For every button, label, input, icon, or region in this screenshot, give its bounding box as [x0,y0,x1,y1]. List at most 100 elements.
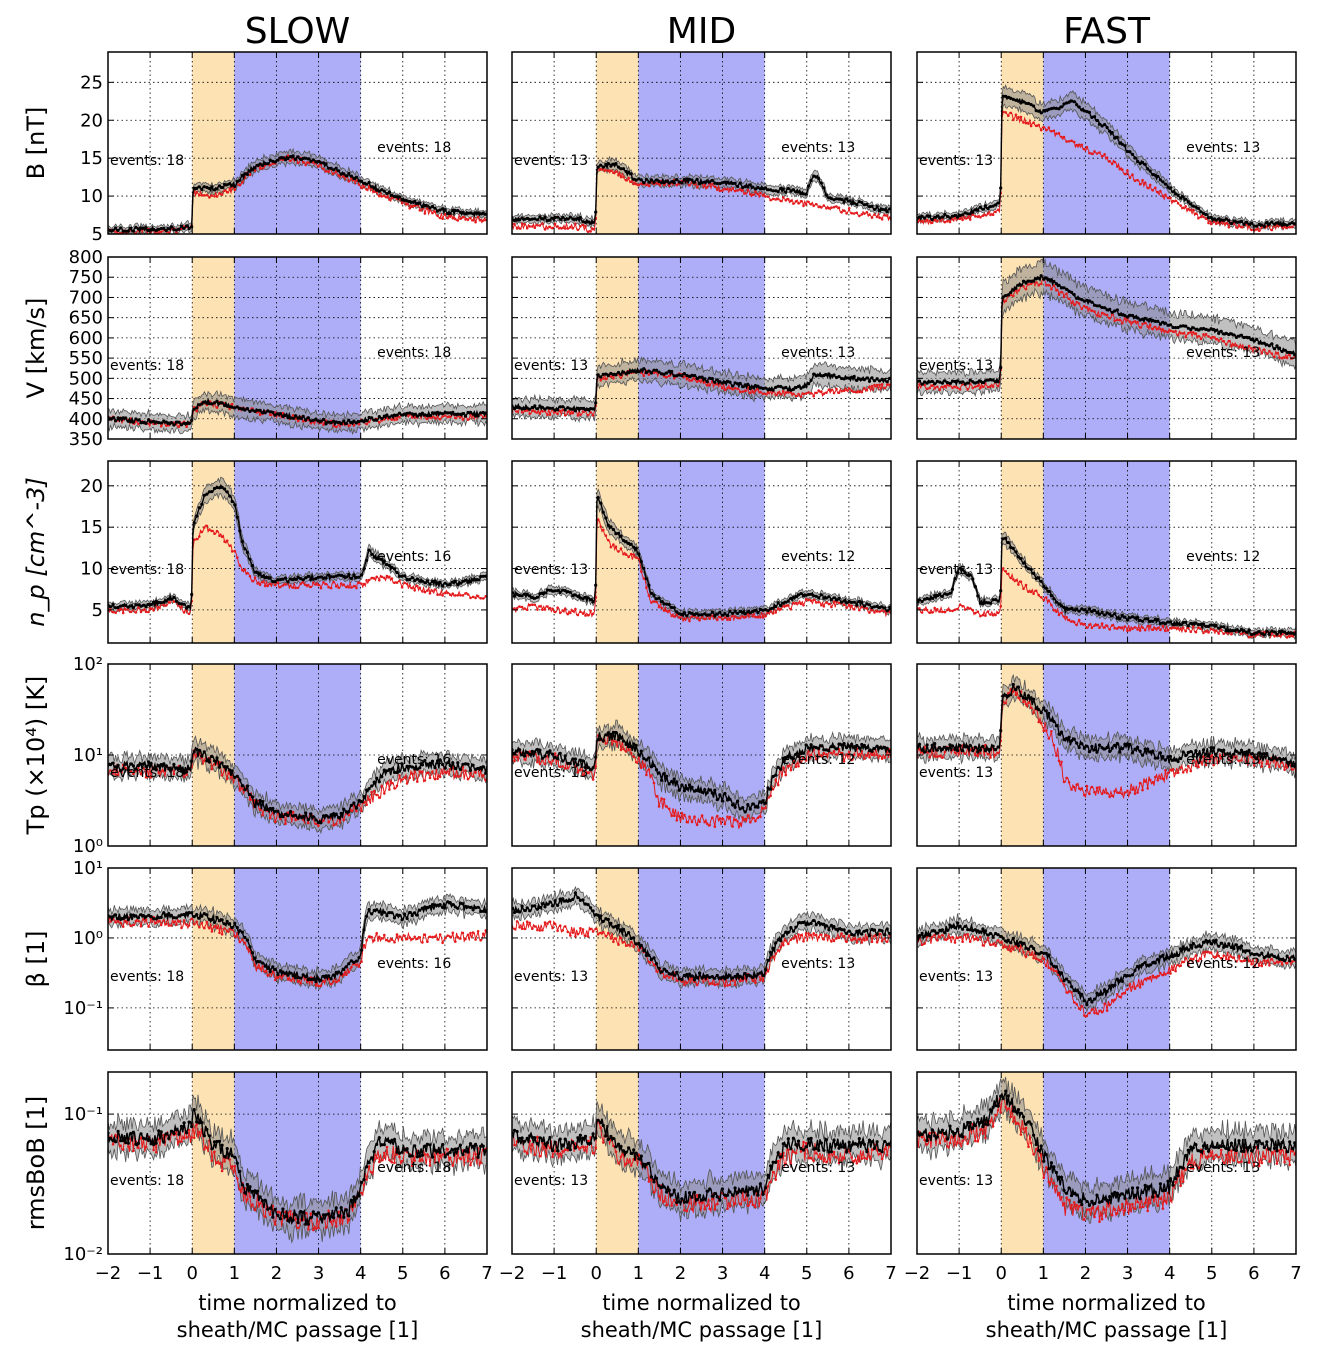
mean-point [675,374,679,378]
mean-point [1006,540,1010,545]
mean-point [474,906,478,910]
median-point [1110,162,1114,166]
mean-point [850,600,854,604]
median-point [317,824,320,828]
mean-point [395,195,399,199]
median-point [642,577,646,580]
mean-point [413,199,417,203]
mean-point [819,593,823,597]
mean-point [994,598,998,602]
median-point [208,196,211,199]
median-point [461,931,465,935]
median-point [1252,346,1256,349]
median-point [718,817,722,820]
mean-series-points [917,536,1296,637]
mean-point [228,922,232,926]
mean-point [1009,546,1013,550]
mean-point [192,915,196,919]
mean-point [243,935,247,940]
mean-point [616,165,621,169]
median-point [459,217,462,220]
median-point [367,935,371,938]
mean-point [545,750,550,754]
mean-point [991,598,995,602]
median-point [779,199,782,203]
median-point [1154,186,1157,190]
mean-point [746,185,750,189]
events-count-right: events: 13 [1186,345,1260,361]
median-point [721,618,724,621]
mean-point [956,379,960,383]
mean-point [479,766,483,770]
median-point [347,180,351,183]
mean-point [543,591,547,595]
median-point [787,604,790,607]
median-point [936,755,939,758]
median-point [604,742,608,745]
mean-point [108,915,113,919]
mean-point [192,407,196,411]
median-point [614,170,618,173]
median-point [289,979,292,982]
y-tick-label: 700 [69,287,103,308]
mean-point [243,172,247,176]
median-point [281,584,285,587]
median-point [652,963,656,967]
median-point [938,610,942,613]
mean-point [1138,749,1142,753]
median-point [1027,701,1030,704]
mean-point [1044,108,1048,112]
mean-point [637,370,641,374]
mean-point [1120,313,1124,317]
median-point [1077,618,1081,622]
mean-point [925,743,929,747]
median-point [708,617,711,620]
median-point [1032,121,1035,124]
median-point [596,933,600,936]
mean-point [215,756,219,760]
mean-point [245,784,249,788]
mean-point [1039,111,1043,115]
median-point [963,752,967,756]
median-point [695,186,699,189]
mean-point [599,914,603,918]
mean-point [370,912,374,916]
median-point [274,583,277,587]
mean-point [1168,186,1173,190]
median-point [792,392,795,396]
median-point [837,601,841,605]
mean-point [418,579,422,583]
median-point [365,188,368,191]
median-point [1029,590,1033,594]
mean-point [375,557,379,561]
mean-point [748,611,752,615]
mean-point [149,761,153,766]
median-point [708,823,711,827]
median-point [953,385,957,389]
median-point [533,603,537,607]
median-point [378,796,381,799]
mean-point [172,423,176,427]
median-point [1095,623,1099,627]
median-point [812,598,815,602]
mean-point [971,210,975,214]
median-point [880,218,884,221]
mean-point [1009,693,1013,697]
median-point [233,188,237,191]
mean-point [1242,629,1246,633]
median-point [662,975,666,979]
median-point [870,216,874,219]
median-point [461,594,465,597]
median-point [329,586,333,590]
median-point [1174,626,1177,630]
median-point [352,584,356,588]
mean-point [1019,283,1023,287]
median-point [474,596,477,600]
median-point [289,159,292,163]
median-point [165,604,168,607]
median-point [1230,345,1233,348]
median-point [870,753,874,756]
median-point [1037,284,1040,287]
mean-point [953,379,957,384]
mean-point [616,370,621,375]
